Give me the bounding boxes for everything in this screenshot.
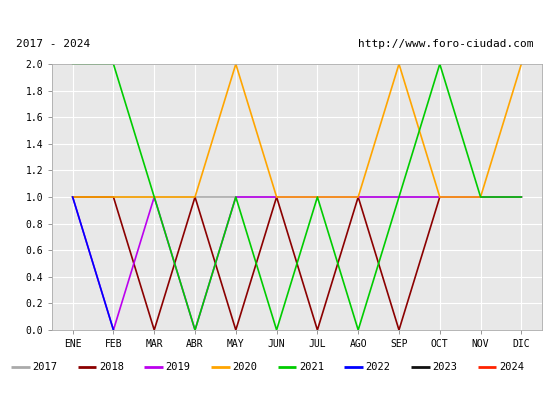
Text: 2018: 2018 [99,362,124,372]
Text: http://www.foro-ciudad.com: http://www.foro-ciudad.com [358,39,534,49]
Text: 2024: 2024 [499,362,524,372]
Text: 2020: 2020 [232,362,257,372]
Text: 2019: 2019 [166,362,191,372]
Text: 2017 - 2024: 2017 - 2024 [16,39,91,49]
Text: Evolucion del paro registrado en Rubiales: Evolucion del paro registrado en Rubiale… [103,8,447,22]
Text: 2021: 2021 [299,362,324,372]
Text: 2022: 2022 [366,362,390,372]
Text: 2023: 2023 [432,362,458,372]
Text: 2017: 2017 [32,362,57,372]
